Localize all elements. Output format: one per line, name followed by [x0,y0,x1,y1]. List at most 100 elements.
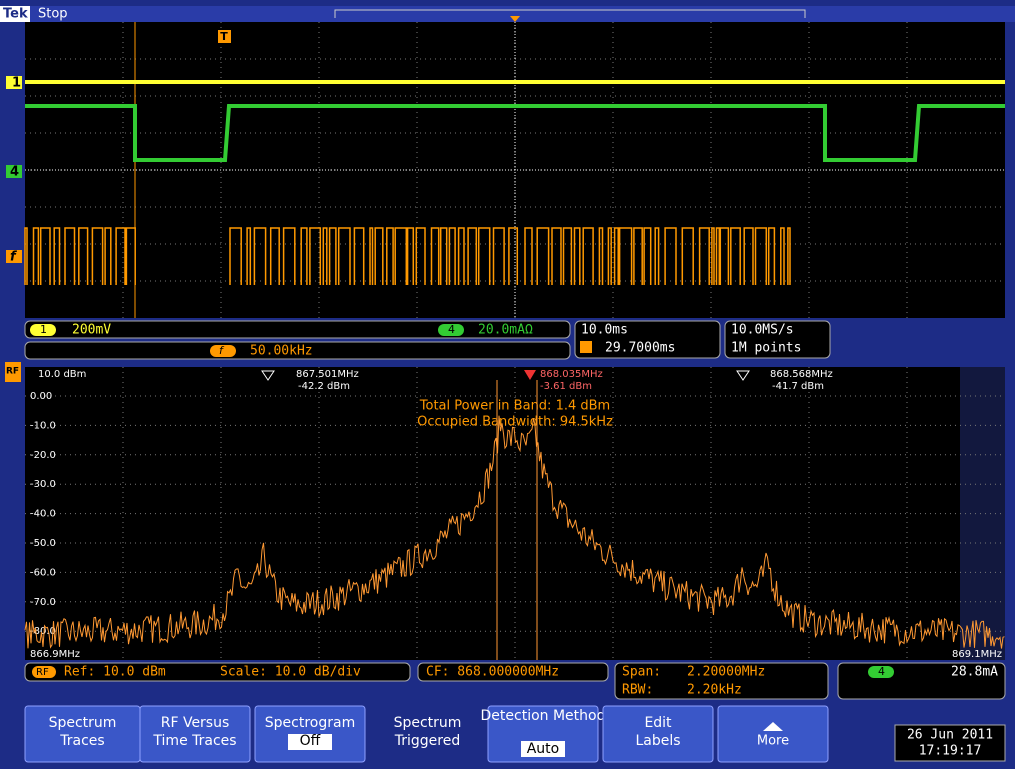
button-label: Edit [644,715,672,731]
button-label: Detection Method [481,708,606,724]
trigger-marker [218,30,231,43]
ch1-marker [6,76,22,89]
y-label: -10.0 [30,420,56,431]
y-label: -80.0 [30,626,56,637]
marker-icon [261,370,275,381]
readout-box [24,341,571,360]
rf-badge-label: RF [6,367,19,377]
acq-state: Stop [38,7,68,22]
trigger-badge [868,666,894,678]
datetime-box [894,724,1006,762]
y-label: -50.0 [30,538,56,549]
y-label: 0.00 [30,391,52,402]
button-label: Triggered [394,733,460,749]
ch4-scale: 20.0mAΩ [478,323,533,338]
math-badge-label: f [219,344,225,357]
marker-icon [736,370,750,381]
sample-rate: 10.0MS/s [731,323,794,338]
timebase: 10.0ms [581,323,628,338]
readout-box [417,662,609,682]
trigger-icon [580,341,592,353]
math-marker-label: f [10,250,18,265]
rf-badge [32,666,56,678]
ch4-marker [6,165,22,178]
ch4-badge [438,324,464,336]
ch4-trace [25,104,1005,162]
button-label: Auto [527,741,560,757]
button-label: Labels [635,733,680,749]
menu-button[interactable]: Spectrum Triggered [394,715,462,749]
ch1-badge [30,324,56,336]
span-label: Span: [622,665,661,680]
trigger-position: 29.7000ms [605,341,675,356]
math-marker [6,250,22,263]
header-bar [0,6,1015,22]
marker-freq: 867.501MHz [296,369,359,380]
button-label: More [757,734,789,749]
y-label: -70.0 [30,597,56,608]
button-label: Spectrogram [265,715,355,731]
button-label: Time Traces [152,733,236,749]
readout-box [614,662,829,700]
record-view [334,9,806,18]
scale: Scale: 10.0 dB/div [220,665,361,680]
button-label: RF Versus [161,715,230,731]
menu-button[interactable]: Detection Method Auto [481,705,606,763]
rbw: 2.20kHz [687,683,742,698]
menu-button[interactable]: Spectrogram Off [254,705,366,763]
menu-button[interactable]: Spectrum Traces [24,705,141,763]
menu-button[interactable]: More [717,705,829,763]
stop-freq: 869.1MHz [952,649,1002,660]
ch4-marker-label: 4 [10,165,19,180]
date: 26 Jun 2011 [907,728,993,743]
button-label: Spectrum [49,715,117,731]
rf-badge-label: RF [36,667,49,678]
button-face [717,705,829,763]
rf-badge [5,362,21,382]
marker-freq: 868.568MHz [770,369,833,380]
math-badge [210,345,236,357]
occupied-bw: Occupied Bandwidth: 94.5kHz [417,415,613,430]
span-shade [960,367,1005,660]
acq-box [724,320,831,359]
brand: Tek [3,7,28,22]
button-value-bg [521,741,565,757]
marker-level: -3.61 dBm [540,381,592,392]
button-label: Spectrum [394,715,462,731]
button-value-bg [288,734,332,750]
ch1-badge-label: 1 [40,323,47,336]
button-face [487,705,599,763]
reference-marker [524,370,536,380]
ch1-scale: 200mV [72,323,111,338]
button-label: Traces [59,733,104,749]
menu-button[interactable]: RF Versus Time Traces [139,705,251,763]
brand-box [0,6,30,22]
y-label: -40.0 [30,509,56,520]
y-label: -20.0 [30,450,56,461]
spectrum-trace [24,415,1005,649]
start-freq: 866.9MHz [30,649,80,660]
ref: Ref: 10.0 dBm [64,665,166,680]
marker-level: -42.2 dBm [298,381,350,392]
button-face [602,705,714,763]
button-label: Off [300,733,321,749]
total-power: Total Power in Band: 1.4 dBm [419,399,610,414]
ch1-marker-label: 1 [12,76,21,91]
readout-box [24,320,571,339]
marker-level: -41.7 dBm [772,381,824,392]
time: 17:19:17 [919,744,982,759]
y-label: -60.0 [30,567,56,578]
marker-freq: 868.035MHz [540,369,603,380]
trigger-pos [510,16,520,22]
trigger-label: T [220,30,228,43]
trigger-level: 28.8mA [951,665,998,680]
button-arrow [763,722,783,731]
center-freq: CF: 868.000000MHz [426,665,559,680]
button-face [139,705,251,763]
menu-button[interactable]: Edit Labels [602,705,714,763]
span: 2.20000MHz [687,665,765,680]
timebase-box [574,320,721,359]
readout-box [24,662,411,682]
rbw-label: RBW: [622,683,653,698]
